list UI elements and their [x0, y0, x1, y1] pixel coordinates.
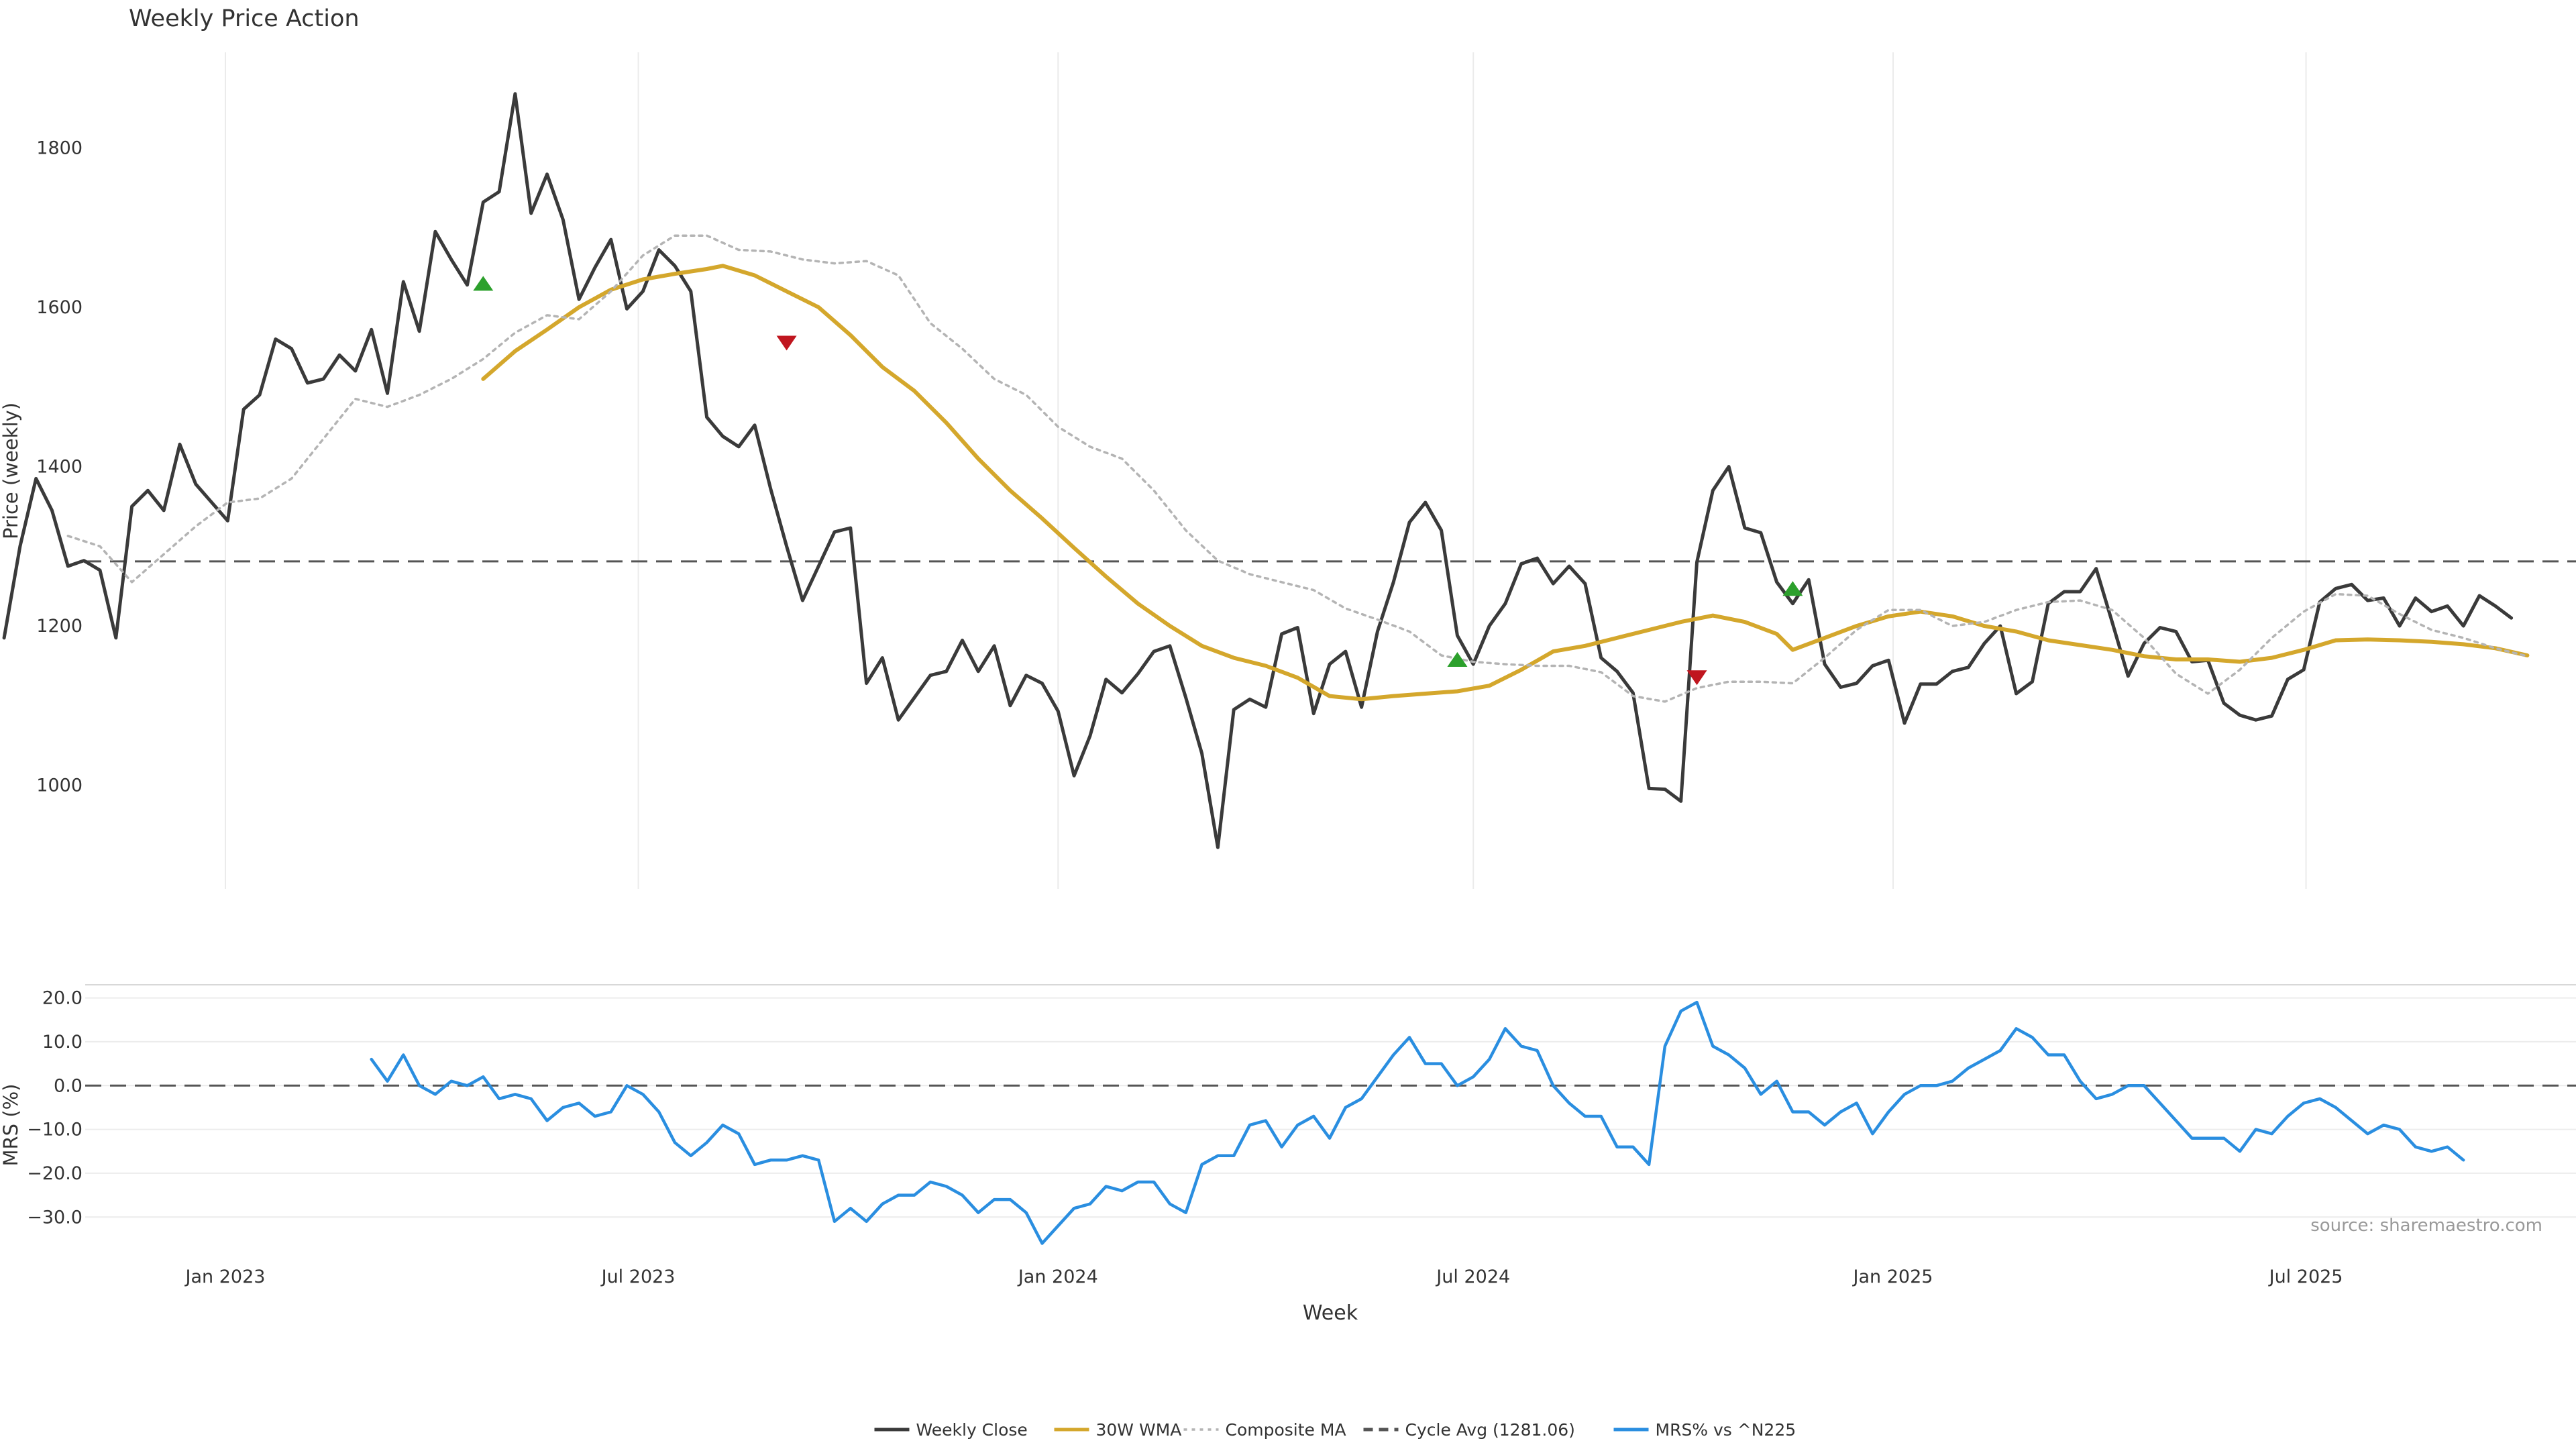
data-series — [2, 92, 2530, 1245]
legend-label: Composite MA — [1226, 1420, 1346, 1440]
sell-signal-marker — [1686, 670, 1707, 686]
source-annotation: source: sharemaestro.com — [2310, 1216, 2542, 1236]
buy-signal-marker — [1782, 581, 1803, 596]
tick-labels: 1000 1200 1400 1600 1800 −30.0 −20.0 −10.0 0.0 10… — [27, 138, 2343, 1287]
price-y-tick-label: 1400 — [36, 457, 83, 478]
x-tick-label: Jan 2023 — [184, 1267, 266, 1287]
x-axis-label: Week — [1303, 1301, 1358, 1325]
mrs-y-axis-label: MRS (%) — [0, 1084, 22, 1167]
mrs-vs-n225-series-line — [370, 1000, 2465, 1245]
signal-markers — [473, 276, 1803, 686]
mrs-y-tick-label: −10.0 — [27, 1120, 83, 1140]
mrs-y-tick-label: −30.0 — [27, 1207, 83, 1228]
legend-label: Cycle Avg (1281.06) — [1405, 1420, 1575, 1440]
price-y-tick-label: 1200 — [36, 616, 83, 637]
weekly-close-series-line — [2, 92, 2514, 849]
30w-wma-series-line — [481, 264, 2530, 702]
x-tick-label: Jul 2024 — [1435, 1267, 1510, 1287]
mrs-y-tick-label: 10.0 — [42, 1032, 83, 1053]
price-y-tick-label: 1600 — [36, 297, 83, 318]
legend: Weekly Close 30W WMA Composite MA Cycle Avg… — [874, 1420, 1796, 1440]
legend-label: 30W WMA — [1096, 1420, 1182, 1440]
price-y-axis-label: Price (weekly) — [0, 402, 22, 539]
x-tick-label: Jul 2025 — [2268, 1267, 2343, 1287]
grid-lines — [85, 52, 2576, 1218]
buy-signal-marker — [1447, 651, 1468, 667]
x-tick-label: Jan 2025 — [1852, 1267, 1933, 1287]
price-y-tick-label: 1800 — [36, 138, 83, 159]
sell-signal-marker — [776, 335, 797, 351]
chart-title: Weekly Price Action — [129, 5, 360, 32]
legend-label: MRS% vs ^N225 — [1656, 1420, 1796, 1440]
mrs-y-tick-label: 20.0 — [42, 988, 83, 1009]
buy-signal-marker — [473, 276, 494, 291]
composite-ma-series-line — [66, 234, 2529, 703]
mrs-y-tick-label: 0.0 — [54, 1075, 83, 1096]
mrs-y-tick-label: −20.0 — [27, 1163, 83, 1184]
reference-lines — [85, 560, 2576, 1087]
x-tick-label: Jul 2023 — [600, 1267, 676, 1287]
legend-label: Weekly Close — [916, 1420, 1028, 1440]
price-y-tick-label: 1000 — [36, 775, 83, 796]
x-tick-label: Jan 2024 — [1017, 1267, 1098, 1287]
